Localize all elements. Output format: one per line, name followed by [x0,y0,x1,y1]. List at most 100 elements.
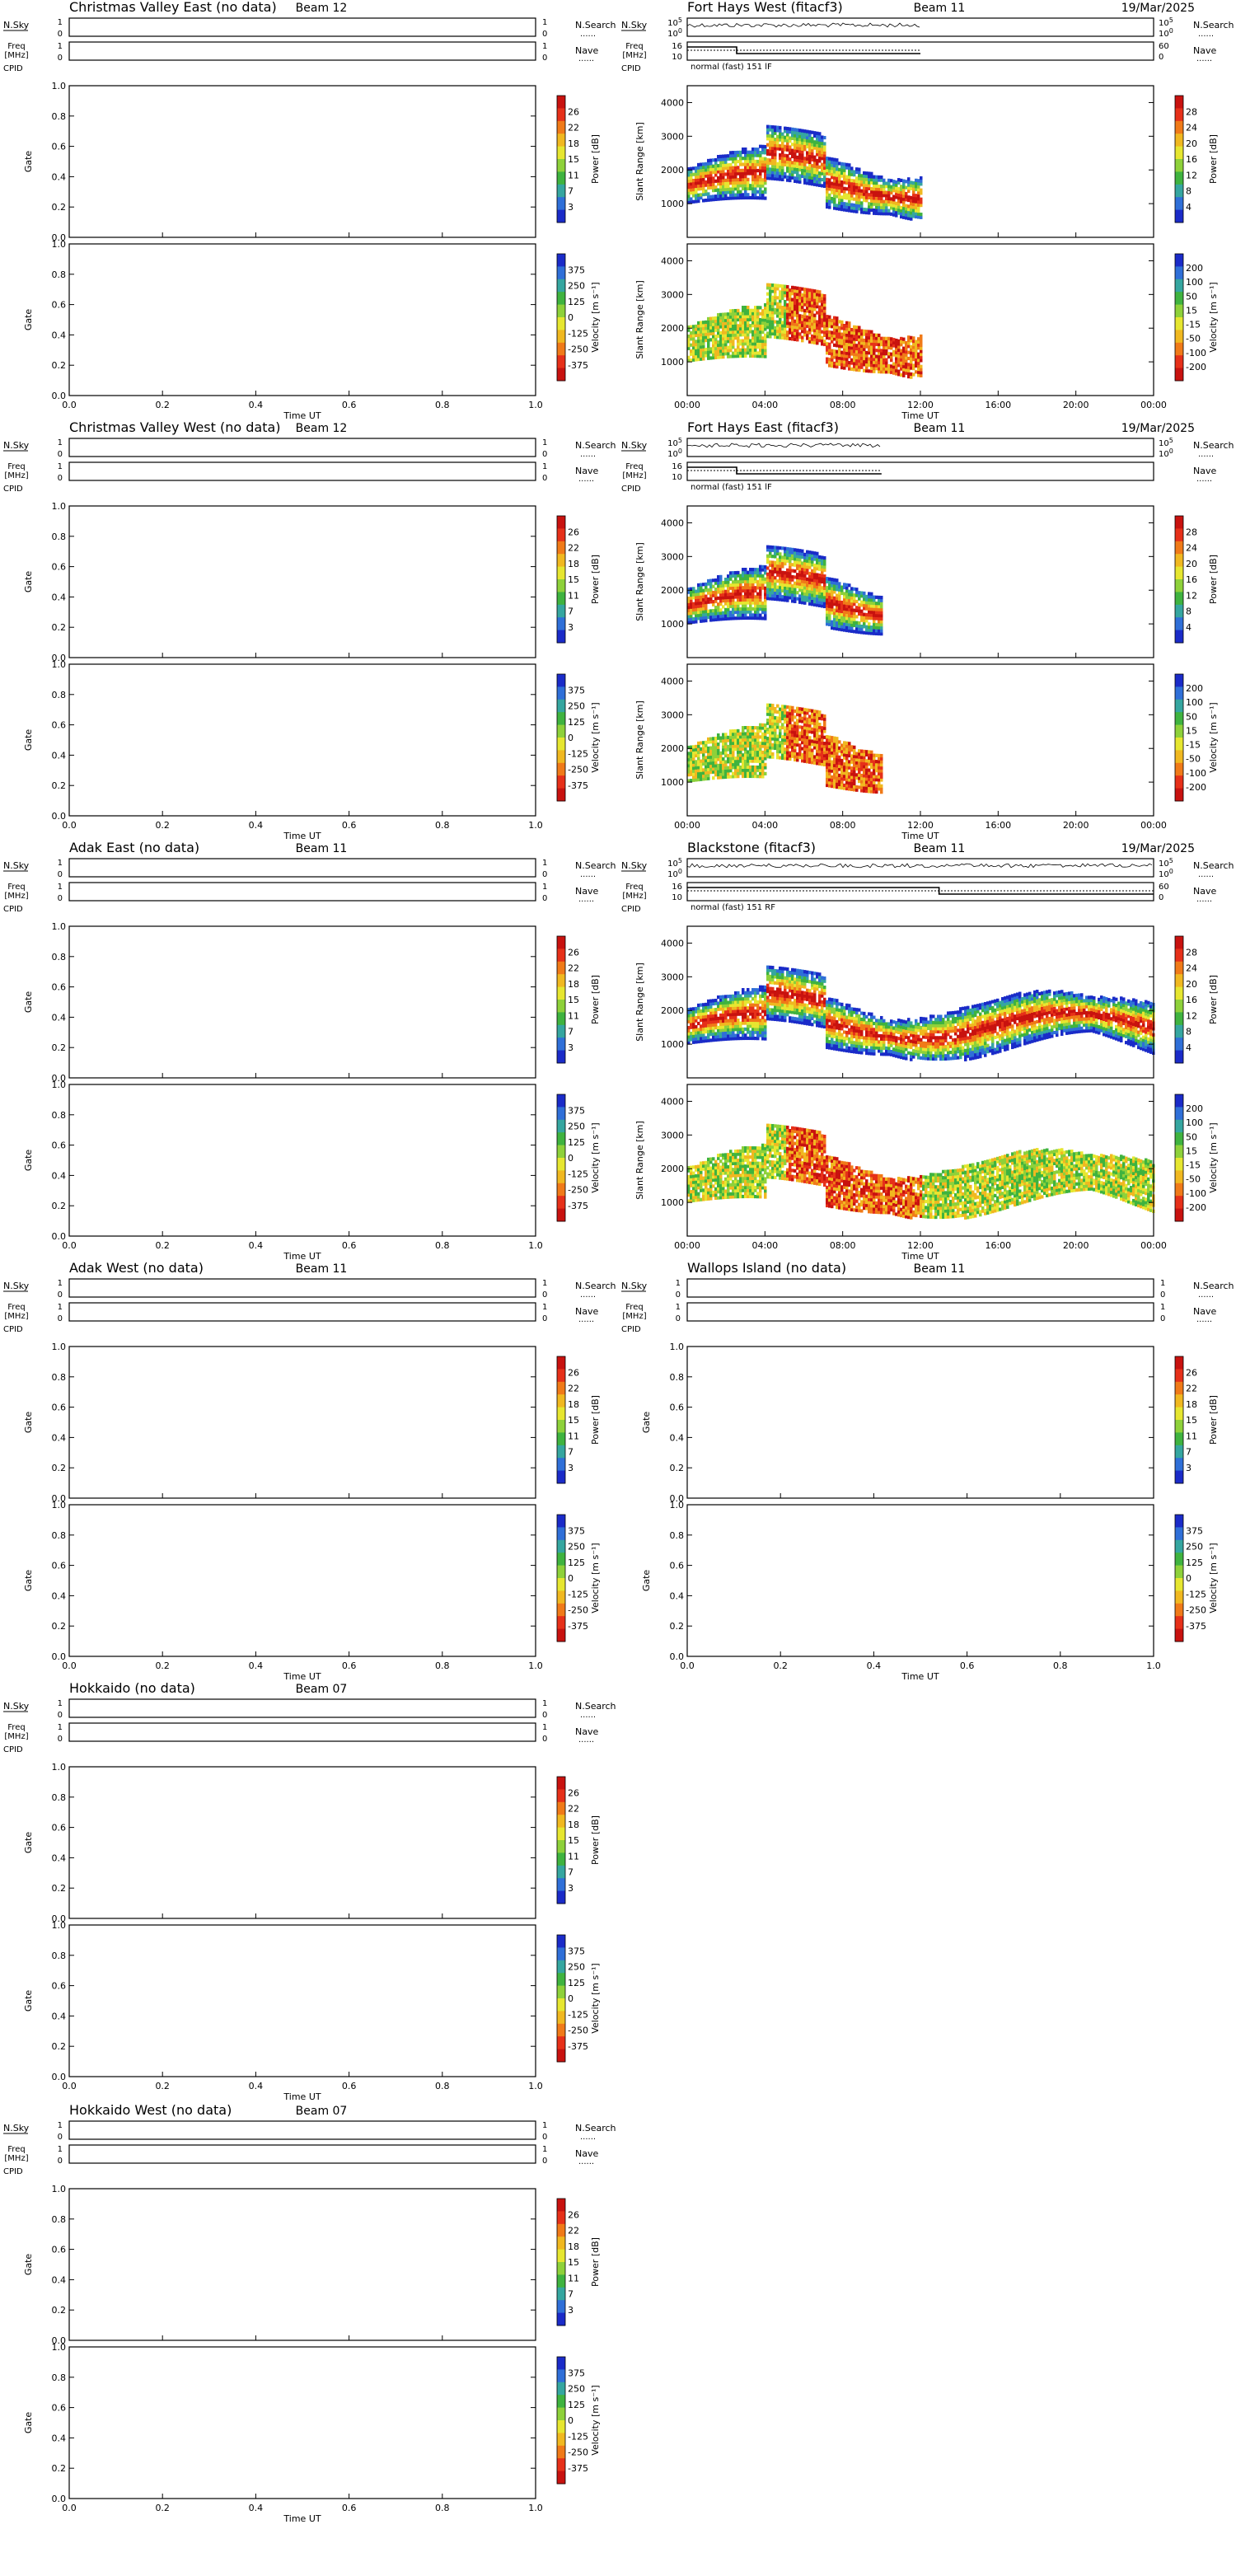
power-data-cell [801,144,804,148]
power-data-cell [813,170,817,175]
velocity-data-cell [853,343,856,347]
velocity-colorbar-tick: 375 [568,265,585,275]
power-data-cell [702,588,705,592]
power-data-cell [789,574,792,578]
freq-unit: [MHz] [4,471,28,480]
power-data-cell [786,157,789,161]
velocity-data-cell [739,315,742,319]
velocity-data-cell [702,770,705,775]
velocity-colorbar-tick: 250 [568,281,585,292]
power-data-cell [702,165,705,170]
velocity-data-cell [801,317,804,321]
power-data-cell [794,167,797,171]
velocity-data-cell [784,306,787,310]
power-data-cell [843,162,846,166]
velocity-data-cell [850,328,854,332]
power-data-cell [813,581,817,586]
velocity-data-cell [739,753,742,757]
y-tick-label: 0.2 [52,202,67,213]
velocity-data-cell [692,336,695,341]
power-data-cell [709,182,713,187]
power-data-cell [789,127,792,131]
velocity-colorbar-cell [1175,355,1183,369]
power-data-cell [840,607,844,611]
velocity-data-cell [727,318,730,322]
power-data-cell [870,625,873,630]
power-data-cell [907,207,911,212]
power-data-cell [880,632,883,636]
power-data-cell [875,202,878,207]
velocity-data-cell [714,355,718,359]
power-data-cell [771,597,775,601]
power-data-cell [751,592,755,596]
power-data-cell [818,132,822,136]
power-data-cell [774,162,777,166]
power-data-cell [853,621,856,625]
power-data-cell [727,169,730,173]
power-data-cell [690,617,693,621]
velocity-data-cell [794,727,797,732]
velocity-data-cell [749,324,752,328]
velocity-data-cell [692,775,695,780]
velocity-data-cell [920,337,923,341]
velocity-data-cell [729,744,733,748]
velocity-data-cell [873,339,876,344]
power-data-cell [769,146,772,150]
power-data-cell [769,140,772,144]
velocity-data-cell [828,315,831,319]
x-tick-label: 0.8 [435,400,450,410]
velocity-data-cell [779,728,782,733]
velocity-data-cell [890,355,893,359]
power-data-cell [769,128,772,132]
power-data-cell [712,167,715,171]
velocity-data-cell [858,338,861,342]
velocity-data-cell [880,349,883,353]
power-data-cell [821,595,824,599]
power-data-cell [776,140,780,145]
power-data-cell [823,559,826,563]
power-data-cell [821,604,824,608]
power-data-cell [840,585,844,589]
power-data-cell [818,558,822,562]
velocity-data-cell [781,750,784,754]
power-data-cell [727,604,730,609]
velocity-data-cell [722,355,725,359]
power-data-cell [823,157,826,161]
power-data-cell [873,601,876,606]
velocity-colorbar-tick: 375 [568,685,585,696]
power-data-cell [747,579,750,583]
noise-tick-right: 1 [542,18,547,27]
velocity-data-cell [692,355,695,359]
power-data-cell [751,574,755,578]
power-data-cell [764,169,767,173]
velocity-data-cell [828,336,831,340]
velocity-data-cell [742,311,745,316]
power-data-cell [848,607,851,611]
power-data-cell [774,147,777,151]
power-data-cell [868,628,871,632]
power-data-cell [707,158,710,163]
velocity-data-cell [714,764,718,768]
power-data-cell [816,152,819,157]
power-data-cell [794,170,797,174]
velocity-data-cell [695,340,698,344]
power-data-cell [885,196,888,201]
velocity-data-cell [920,371,923,375]
power-data-cell [732,175,735,179]
velocity-data-cell [796,335,799,339]
power-colorbar-label: Power [dB] [590,555,601,604]
velocity-data-cell [840,335,844,340]
power-data-cell [692,587,695,591]
power-data-cell [838,162,841,166]
power-data-cell [771,573,775,577]
velocity-data-cell [796,737,799,741]
velocity-data-cell [865,357,868,361]
velocity-data-cell [870,366,873,370]
power-data-cell [808,148,812,152]
velocity-data-cell [806,318,809,322]
velocity-data-cell [791,301,794,305]
y-tick-label: 1.0 [52,501,67,512]
x-tick-label: 00:00 [674,400,700,410]
velocity-data-cell [744,753,747,757]
velocity-data-cell [771,298,775,302]
